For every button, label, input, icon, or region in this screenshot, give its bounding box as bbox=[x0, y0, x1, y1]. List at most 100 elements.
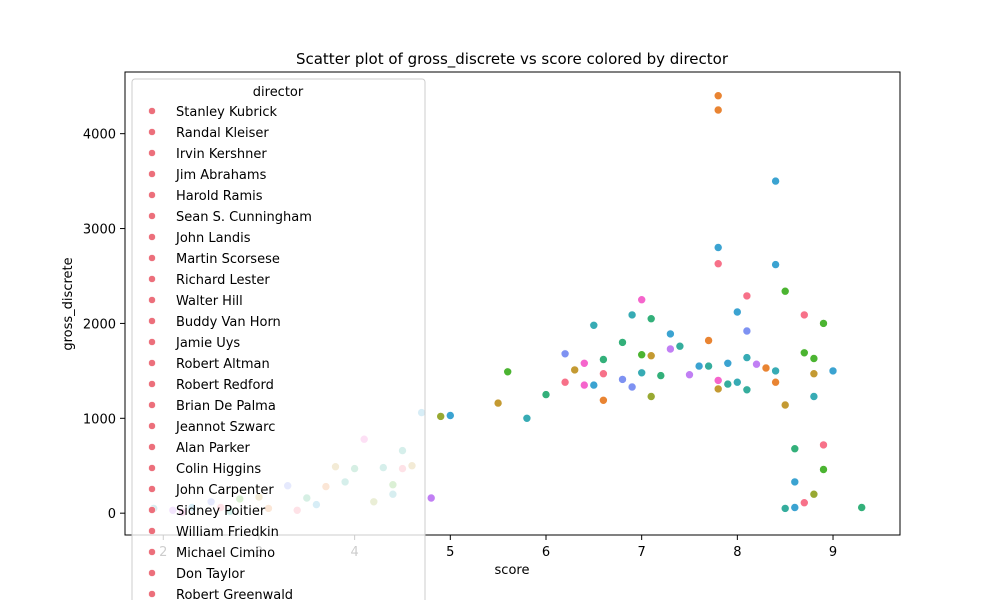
legend-marker-11 bbox=[148, 338, 156, 346]
data-point-59 bbox=[599, 395, 608, 405]
legend-entry-9: Walter Hill bbox=[176, 294, 243, 309]
legend-box bbox=[131, 78, 426, 604]
legend-entry-3: Jim Abrahams bbox=[175, 168, 267, 183]
data-point-53 bbox=[742, 385, 752, 395]
data-point-61 bbox=[445, 411, 455, 420]
legend-entry-1: Randal Kleiser bbox=[176, 126, 269, 141]
data-point-35 bbox=[828, 366, 838, 376]
legend: director Stanley Kubrick Randal Kleiser Ir… bbox=[131, 78, 426, 604]
data-point-15 bbox=[742, 326, 752, 336]
data-point-11 bbox=[799, 310, 809, 320]
legend-marker-17 bbox=[148, 464, 156, 472]
legend-entry-21: Michael Cimino bbox=[176, 546, 275, 561]
data-point-68 bbox=[857, 503, 867, 512]
data-point-66 bbox=[809, 489, 819, 499]
y-tick-label-3000: 3000 bbox=[83, 223, 116, 238]
legend-entry-2: Irvin Kershner bbox=[176, 147, 267, 162]
x-tick-label-9: 9 bbox=[829, 545, 837, 560]
legend-marker-22 bbox=[148, 569, 156, 577]
data-point-31 bbox=[694, 361, 704, 371]
y-tick-label-0: 0 bbox=[108, 507, 116, 522]
data-point-99 bbox=[426, 493, 436, 503]
x-tick-label-7: 7 bbox=[638, 545, 646, 560]
legend-entry-22: Don Taylor bbox=[176, 567, 245, 582]
legend-entry-5: Sean S. Cunningham bbox=[176, 210, 312, 225]
legend-marker-20 bbox=[148, 527, 156, 535]
data-point-13 bbox=[819, 319, 828, 328]
data-point-21 bbox=[799, 348, 809, 358]
x-tick-label-8: 8 bbox=[733, 545, 741, 560]
data-point-54 bbox=[541, 390, 551, 399]
data-point-44 bbox=[713, 376, 723, 385]
legend-marker-19 bbox=[148, 506, 156, 514]
data-point-30 bbox=[579, 358, 589, 368]
legend-marker-10 bbox=[148, 317, 156, 325]
data-point-2 bbox=[771, 176, 780, 186]
data-point-18 bbox=[618, 338, 627, 347]
legend-entry-20: William Friedkin bbox=[176, 525, 279, 540]
data-point-51 bbox=[713, 384, 723, 394]
data-point-55 bbox=[493, 398, 503, 408]
data-point-50 bbox=[627, 382, 637, 392]
y-tick-label-1000: 1000 bbox=[83, 412, 116, 427]
data-point-69 bbox=[780, 504, 790, 513]
legend-marker-13 bbox=[148, 380, 156, 388]
data-point-8 bbox=[637, 295, 647, 305]
x-tick-label-5: 5 bbox=[446, 545, 454, 560]
x-tick-label-6: 6 bbox=[542, 545, 550, 560]
legend-marker-6 bbox=[148, 233, 156, 241]
legend-entry-13: Robert Redford bbox=[176, 378, 274, 393]
legend-entry-8: Richard Lester bbox=[176, 273, 270, 288]
data-point-20 bbox=[675, 341, 685, 351]
legend-entry-7: Martin Scorsese bbox=[176, 252, 280, 267]
data-point-6 bbox=[780, 286, 790, 296]
data-point-42 bbox=[656, 371, 666, 380]
legend-marker-9 bbox=[148, 296, 156, 304]
data-point-29 bbox=[752, 359, 761, 369]
data-point-12 bbox=[646, 314, 656, 324]
data-point-48 bbox=[589, 380, 599, 390]
data-point-27 bbox=[599, 355, 608, 364]
x-axis-label: score bbox=[495, 563, 530, 578]
legend-marker-5 bbox=[148, 212, 156, 220]
data-point-65 bbox=[819, 465, 828, 474]
legend-marker-4 bbox=[148, 191, 156, 199]
data-point-4 bbox=[713, 259, 723, 269]
data-point-38 bbox=[809, 369, 819, 379]
legend-marker-18 bbox=[148, 485, 156, 493]
legend-marker-12 bbox=[148, 359, 156, 367]
data-point-32 bbox=[704, 361, 713, 371]
data-point-49 bbox=[723, 379, 733, 389]
legend-entry-11: Jamie Uys bbox=[175, 336, 240, 351]
legend-marker-16 bbox=[148, 443, 156, 451]
data-point-64 bbox=[819, 440, 828, 450]
y-tick-label-4000: 4000 bbox=[83, 128, 116, 143]
data-point-16 bbox=[666, 329, 675, 339]
data-point-7 bbox=[742, 291, 752, 301]
legend-entry-15: Jeannot Szwarc bbox=[175, 420, 275, 435]
data-point-14 bbox=[589, 320, 599, 330]
legend-marker-23 bbox=[148, 590, 156, 598]
plot-frame bbox=[124, 71, 901, 536]
data-point-63 bbox=[522, 413, 532, 423]
legend-marker-21 bbox=[148, 548, 156, 556]
data-point-37 bbox=[637, 368, 647, 378]
legend-marker-0 bbox=[148, 107, 156, 115]
data-point-52 bbox=[771, 377, 780, 387]
data-point-45 bbox=[732, 377, 742, 387]
data-point-10 bbox=[627, 310, 637, 320]
legend-entry-12: Robert Altman bbox=[176, 357, 270, 372]
y-axis-label: gross_discrete bbox=[61, 257, 76, 350]
data-point-26 bbox=[742, 353, 752, 362]
chart-title: Scatter plot of gross_discrete vs score … bbox=[296, 50, 729, 69]
data-point-47 bbox=[579, 380, 589, 390]
data-point-33 bbox=[761, 363, 771, 373]
data-point-71 bbox=[790, 477, 800, 487]
data-point-3 bbox=[713, 243, 723, 252]
legend-marker-14 bbox=[148, 401, 156, 409]
data-point-36 bbox=[503, 367, 513, 377]
legend-marker-8 bbox=[148, 275, 156, 283]
legend-marker-3 bbox=[148, 170, 156, 178]
data-point-34 bbox=[771, 366, 780, 376]
